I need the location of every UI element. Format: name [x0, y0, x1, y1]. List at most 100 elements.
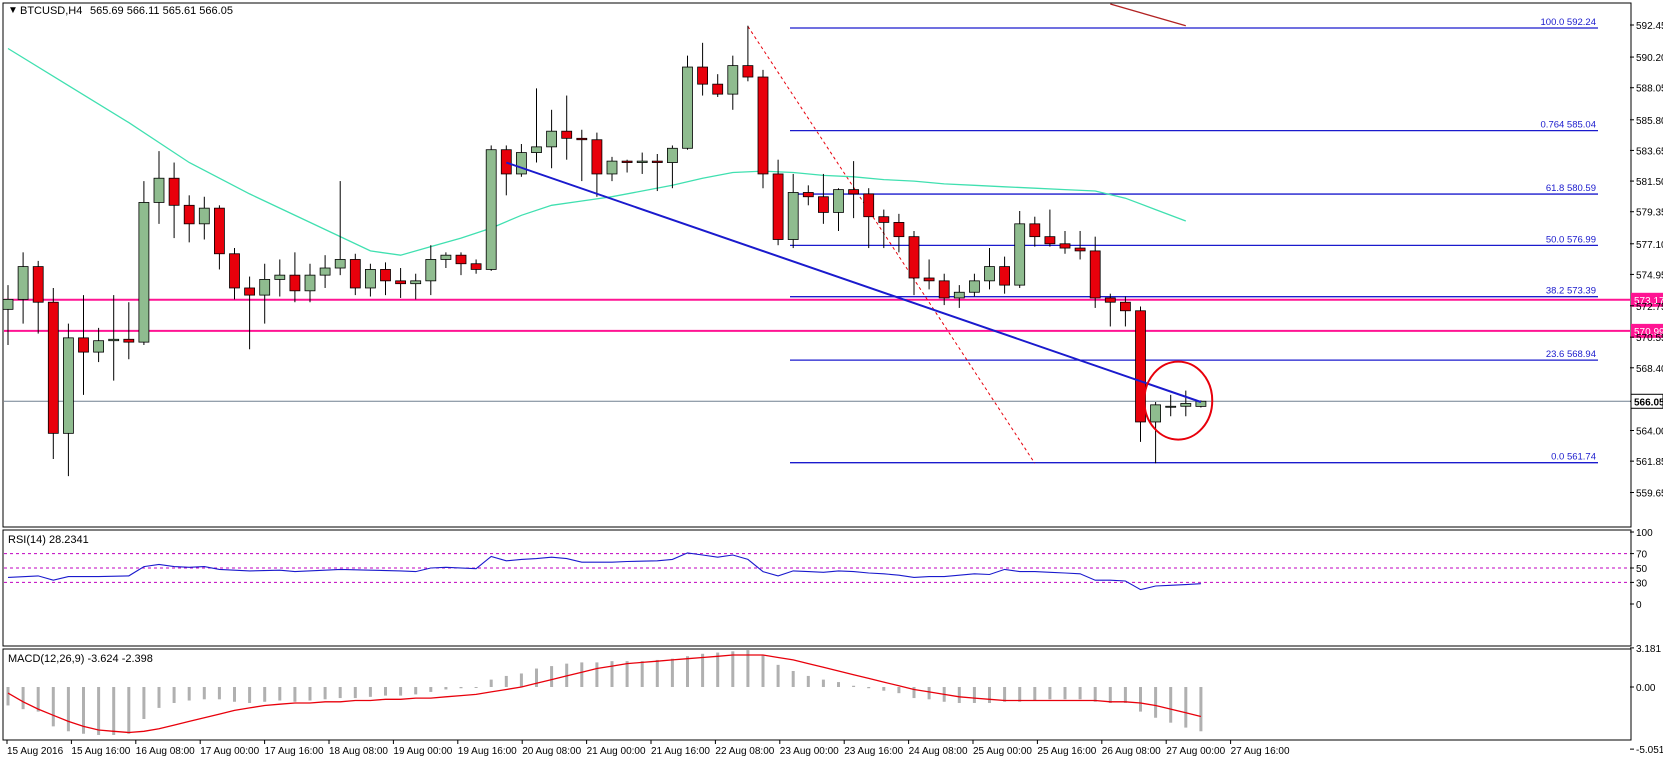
macd-histogram-bar [671, 659, 674, 687]
macd-histogram-bar [22, 687, 25, 709]
macd-histogram-bar [580, 662, 583, 687]
macd-histogram-bar [1169, 687, 1172, 723]
candle-bull [154, 178, 164, 202]
candle-bull [109, 339, 119, 340]
candle-bear [124, 339, 134, 342]
candle-bear [1105, 298, 1115, 302]
candle-bear [743, 66, 753, 77]
candle-bear [909, 237, 919, 278]
time-tick-label: 20 Aug 08:00 [522, 746, 581, 757]
time-tick-label: 15 Aug 16:00 [71, 746, 130, 757]
symbol-header: BTCUSD,H4 [20, 5, 82, 17]
macd-histogram-bar [928, 687, 931, 699]
macd-histogram-bar [852, 686, 855, 687]
candle-bull [1166, 406, 1176, 407]
price-tick-label: 588.05 [1636, 84, 1663, 95]
fib-level-label: 23.6 568.94 [1546, 349, 1596, 360]
candle-bull [1015, 224, 1025, 285]
price-tick-label: 564.00 [1636, 426, 1663, 437]
time-tick-label: 26 Aug 08:00 [1102, 746, 1161, 757]
candle-bull [260, 279, 270, 295]
price-tick-label: 585.80 [1636, 116, 1663, 127]
candle-bull [985, 267, 995, 281]
price-tick-label: 572.75 [1636, 302, 1663, 313]
macd-histogram-bar [1124, 687, 1127, 703]
candle-bear [1120, 302, 1130, 311]
macd-histogram-bar [595, 662, 598, 687]
macd-histogram-bar [263, 687, 266, 702]
macd-histogram-bar [792, 671, 795, 687]
candle-bull [683, 67, 693, 148]
candle-bear [1045, 237, 1055, 244]
macd-histogram-bar [218, 687, 221, 699]
candle-bull [954, 292, 964, 298]
candle-bear [48, 302, 58, 433]
time-tick-label: 25 Aug 00:00 [973, 746, 1032, 757]
macd-histogram-bar [233, 687, 236, 702]
candle-bull [516, 153, 526, 174]
candle-bear [1090, 251, 1100, 298]
chart-header-marker[interactable]: ▼ [8, 5, 18, 16]
macd-histogram-bar [1094, 687, 1097, 702]
macd-histogram-bar [716, 653, 719, 687]
time-tick-label: 15 Aug 2016 [7, 746, 64, 757]
macd-histogram-bar [777, 665, 780, 687]
fib-level-label: 50.0 576.99 [1546, 234, 1596, 245]
time-tick-label: 19 Aug 16:00 [458, 746, 517, 757]
macd-histogram-bar [127, 687, 130, 734]
macd-histogram-bar [369, 687, 372, 697]
candle-bull [441, 255, 451, 259]
fib-level-label: 0.0 561.74 [1551, 452, 1596, 463]
candle-bear [1060, 244, 1070, 248]
candle-bear [1030, 224, 1040, 237]
macd-histogram-bar [1154, 687, 1157, 718]
candle-bear [939, 281, 949, 298]
macd-histogram-bar [520, 673, 523, 687]
rsi-tick-label: 50 [1636, 564, 1648, 575]
macd-histogram-bar [1199, 687, 1202, 731]
candle-bull [486, 150, 496, 270]
candle-bull [139, 202, 149, 342]
macd-histogram-bar [203, 687, 206, 699]
time-tick-label: 21 Aug 16:00 [651, 746, 710, 757]
macd-histogram-bar [550, 666, 553, 687]
macd-histogram-bar [173, 687, 176, 703]
macd-histogram-bar [97, 687, 100, 735]
candle-bear [456, 255, 466, 264]
macd-histogram-bar [309, 687, 312, 701]
macd-histogram-bar [1184, 687, 1187, 728]
macd-histogram-bar [52, 687, 55, 726]
macd-histogram-bar [897, 687, 900, 693]
macd-histogram-bar [807, 676, 810, 687]
candle-bear [230, 254, 240, 288]
macd-histogram-bar [973, 687, 976, 703]
macd-histogram-bar [535, 669, 538, 687]
candle-bear [245, 288, 255, 295]
candle-bull [547, 131, 557, 147]
macd-histogram-bar [1003, 687, 1006, 702]
time-tick-label: 23 Aug 00:00 [780, 746, 839, 757]
candle-bull [1196, 401, 1206, 406]
macd-histogram-bar [505, 676, 508, 687]
fib-level-label: 100.0 592.24 [1541, 17, 1596, 28]
time-tick-label: 19 Aug 00:00 [393, 746, 452, 757]
candle-bull [320, 268, 330, 275]
candle-bear [773, 174, 783, 240]
candle-bear [577, 138, 587, 139]
candle-bull [728, 66, 738, 95]
rsi-header: RSI(14) 28.2341 [8, 534, 89, 546]
candle-bear [396, 281, 406, 284]
macd-histogram-bar [7, 687, 10, 705]
price-tick-label: 568.40 [1636, 364, 1663, 375]
macd-header: MACD(12,26,9) -3.624 -2.398 [8, 653, 153, 665]
candle-bear [713, 84, 723, 94]
candle-bear [622, 161, 632, 162]
candle-bull [637, 161, 647, 162]
candle-bear [849, 190, 859, 194]
price-tick-label: 574.95 [1636, 270, 1663, 281]
macd-histogram-bar [67, 687, 70, 731]
macd-histogram-bar [686, 656, 689, 687]
candle-bear [818, 197, 828, 213]
